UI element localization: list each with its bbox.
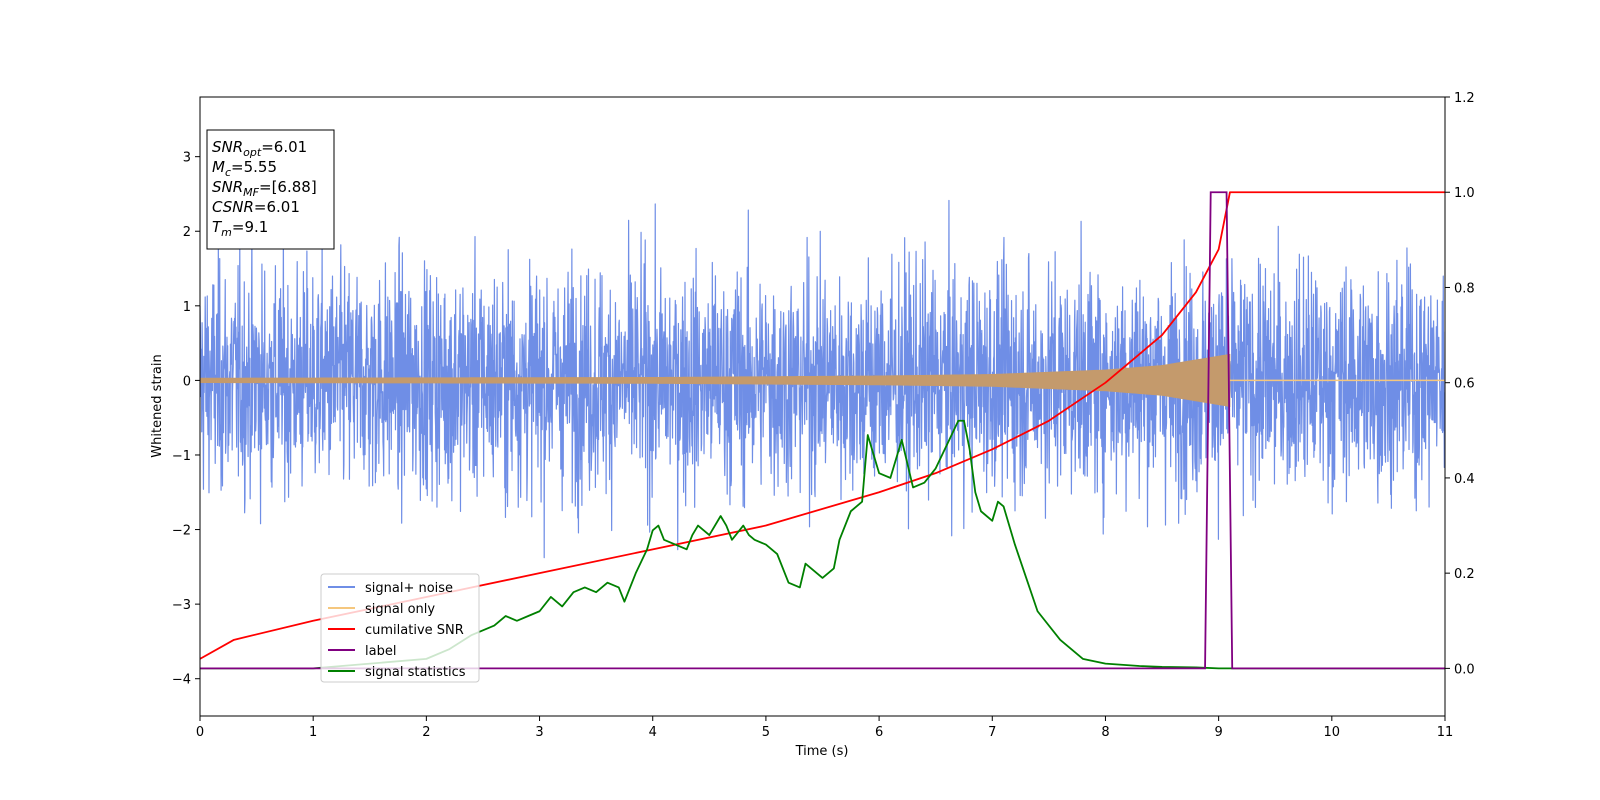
y-tick-label: −2 — [172, 524, 191, 539]
y-axis-right: 1.2 1.0 0.8 0.6 0.4 0.2 0.0 — [1445, 91, 1475, 677]
x-tick-label: 2 — [422, 725, 430, 740]
y-tick-label: 2 — [183, 225, 191, 240]
x-axis: 0 1 2 3 4 5 6 7 8 9 10 11 — [196, 716, 1453, 740]
y2-tick-label: 1.0 — [1454, 186, 1475, 201]
legend-label: signal only — [365, 602, 435, 617]
y2-tick-label: 0.8 — [1454, 281, 1475, 296]
y-axis-left: 3 2 1 0 −1 −2 −3 −4 — [172, 151, 200, 688]
x-tick-label: 1 — [309, 725, 317, 740]
legend-label: signal+ noise — [365, 581, 453, 596]
annotation-line: CSNR=6.01 — [212, 198, 300, 216]
y-tick-label: −1 — [172, 449, 191, 464]
y-tick-label: 0 — [183, 374, 191, 389]
signal-statistics-line — [200, 419, 1445, 670]
x-tick-label: 9 — [1214, 725, 1222, 740]
y-tick-label: 3 — [183, 151, 191, 166]
y2-tick-label: 0.4 — [1454, 472, 1475, 487]
y-tick-label: −4 — [172, 673, 191, 688]
x-tick-label: 10 — [1324, 725, 1341, 740]
legend-label: cumilative SNR — [365, 623, 464, 638]
y-axis-title: Whitened strain — [150, 354, 165, 457]
x-tick-label: 5 — [762, 725, 770, 740]
y2-tick-label: 0.6 — [1454, 377, 1475, 392]
annotation-line: SNRopt=6.01 — [212, 138, 307, 159]
x-tick-label: 8 — [1101, 725, 1109, 740]
y-tick-label: −3 — [172, 598, 191, 613]
x-tick-label: 3 — [535, 725, 543, 740]
y2-tick-label: 1.2 — [1454, 91, 1475, 106]
legend-label: signal statistics — [365, 665, 466, 680]
x-tick-label: 11 — [1437, 725, 1454, 740]
x-tick-label: 0 — [196, 725, 204, 740]
annotation-line: Mc=5.55 — [212, 158, 277, 179]
legend-label: label — [365, 644, 396, 659]
y2-tick-label: 0.0 — [1454, 662, 1475, 677]
x-tick-label: 4 — [649, 725, 657, 740]
y2-tick-label: 0.2 — [1454, 567, 1475, 582]
legend: signal+ noise signal only cumilative SNR la… — [320, 573, 480, 683]
label-line — [200, 191, 1445, 670]
x-axis-title: Time (s) — [795, 744, 849, 759]
x-tick-label: 6 — [875, 725, 883, 740]
y-tick-label: 1 — [183, 300, 191, 315]
plot-frame — [199, 96, 1446, 717]
annotation-line: Tm=9.1 — [212, 218, 268, 239]
annotation-line: SNRMF=[6.88] — [212, 178, 317, 199]
x-tick-label: 7 — [988, 725, 996, 740]
